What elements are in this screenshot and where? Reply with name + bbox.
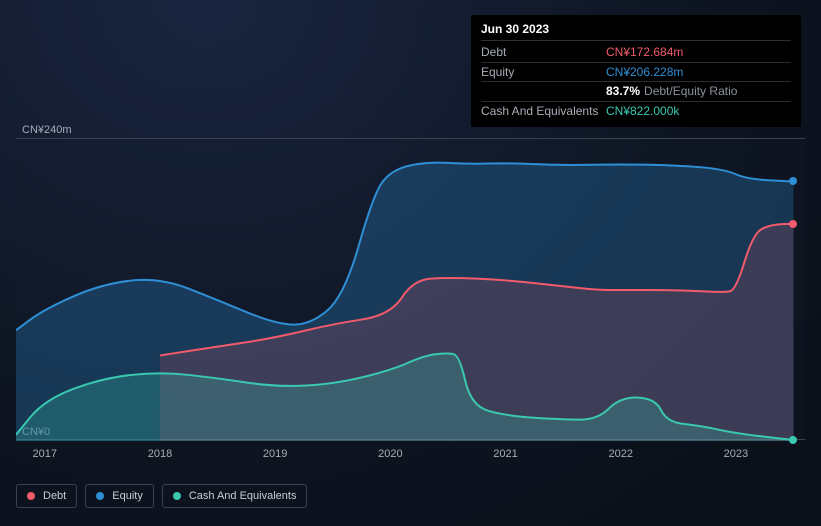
legend-label: Equity <box>112 490 143 502</box>
tooltip-ratio-value: 83.7% <box>606 83 640 100</box>
x-axis: 2017 2018 2019 2020 2021 2022 2023 <box>16 446 805 464</box>
legend-item-equity[interactable]: Equity <box>85 484 154 508</box>
chart-tooltip: Jun 30 2023 DebtCN¥172.684mEquityCN¥206.… <box>471 15 801 127</box>
chart-legend: Debt Equity Cash And Equivalents <box>16 484 307 508</box>
debt-equity-chart: CN¥240m CN¥0 201720182019202020212022202… <box>16 120 805 460</box>
y-axis-max-label: CN¥240m <box>22 124 72 136</box>
tooltip-row-value: CN¥172.684m <box>606 44 683 61</box>
legend-swatch <box>173 492 181 500</box>
legend-label: Cash And Equivalents <box>189 490 297 502</box>
tooltip-row: DebtCN¥172.684m <box>481 43 791 63</box>
debt-end-marker <box>789 220 797 228</box>
x-tick-label: 2022 <box>608 448 632 460</box>
chart-plot-area[interactable] <box>16 138 805 440</box>
tooltip-row-value: CN¥822.000k <box>606 103 679 120</box>
cash-end-marker <box>789 436 797 444</box>
x-tick-label: 2021 <box>493 448 517 460</box>
tooltip-row-label: Debt <box>481 44 606 61</box>
legend-swatch <box>96 492 104 500</box>
x-tick-label: 2018 <box>148 448 172 460</box>
x-tick-label: 2023 <box>724 448 748 460</box>
tooltip-row-label: Equity <box>481 64 606 81</box>
tooltip-ratio-label: Debt/Equity Ratio <box>644 83 737 100</box>
tooltip-date: Jun 30 2023 <box>481 21 791 41</box>
legend-item-debt[interactable]: Debt <box>16 484 77 508</box>
x-tick-label: 2019 <box>263 448 287 460</box>
tooltip-row: EquityCN¥206.228m <box>481 63 791 83</box>
chart-svg <box>16 139 805 441</box>
tooltip-row: Cash And EquivalentsCN¥822.000k <box>481 102 791 121</box>
equity-end-marker <box>789 177 797 185</box>
x-tick-label: 2017 <box>33 448 57 460</box>
tooltip-row-label: Cash And Equivalents <box>481 103 606 120</box>
legend-item-cash-and-equivalents[interactable]: Cash And Equivalents <box>162 484 308 508</box>
x-tick-label: 2020 <box>378 448 402 460</box>
tooltip-row-label <box>481 83 606 100</box>
legend-swatch <box>27 492 35 500</box>
tooltip-row: 83.7%Debt/Equity Ratio <box>481 82 791 102</box>
legend-label: Debt <box>43 490 66 502</box>
tooltip-row-value: CN¥206.228m <box>606 64 683 81</box>
